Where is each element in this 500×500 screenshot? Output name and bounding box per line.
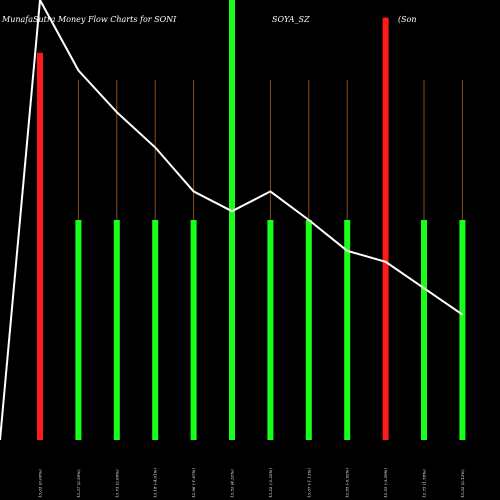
bar bbox=[344, 220, 351, 440]
bar bbox=[113, 220, 120, 440]
x-tick-label: 12.96 (-1.67%) bbox=[191, 468, 196, 498]
x-tick-label: 13.18 (-4.01%) bbox=[153, 468, 158, 498]
x-tick-label: 12.55 (-3.09%) bbox=[383, 468, 388, 498]
x-tick-label: 13.02 (2.12%) bbox=[460, 469, 465, 498]
price-line bbox=[0, 0, 463, 441]
x-tick-label: 13.52 (4.32%) bbox=[230, 469, 235, 498]
x-tick-label: 13.07 (-1.13%) bbox=[306, 468, 311, 498]
bar bbox=[305, 220, 312, 440]
chart-title-part1: MunafaSutra Money Flow Charts for SONI bbox=[1, 15, 177, 24]
bars bbox=[37, 0, 466, 441]
bar bbox=[190, 220, 197, 440]
bar bbox=[421, 220, 427, 440]
bar bbox=[75, 220, 82, 440]
bar bbox=[459, 220, 466, 440]
x-axis-labels: 13.03 (0.00%) 13.37 (2.59%) 13.73 (2.69%) 1… bbox=[38, 468, 465, 498]
chart-title-part2: SOYA_SZ bbox=[272, 15, 310, 24]
x-tick-label: 13.73 (2.69%) bbox=[114, 469, 119, 498]
bar bbox=[37, 52, 43, 441]
chart-title-part3: (Son bbox=[398, 15, 417, 24]
bar bbox=[267, 220, 274, 440]
bar bbox=[152, 220, 159, 440]
bar bbox=[382, 17, 389, 440]
bar bbox=[229, 0, 235, 440]
x-tick-label: 13.22 (-2.22%) bbox=[268, 468, 273, 498]
guide-lines bbox=[39, 80, 463, 440]
x-tick-label: 12.75 (1.59%) bbox=[422, 469, 427, 498]
x-tick-label: 12.95 (-0.92%) bbox=[345, 468, 350, 498]
x-tick-label: 13.37 (2.59%) bbox=[76, 469, 81, 498]
x-tick-label: 13.03 (0.00%) bbox=[38, 469, 43, 498]
